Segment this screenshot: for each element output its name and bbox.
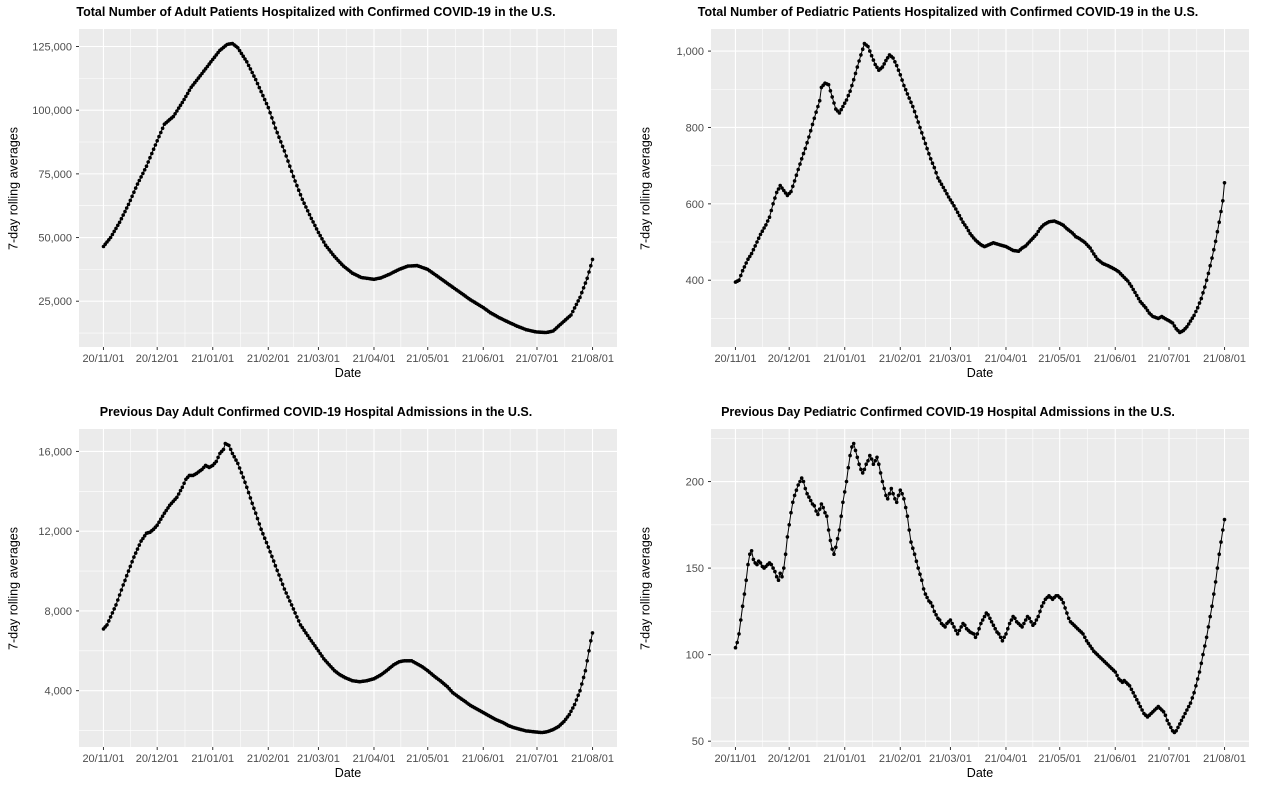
x-tick-label: 21/06/01 bbox=[462, 753, 505, 765]
x-tick-label: 21/02/01 bbox=[247, 353, 290, 365]
chart-title: Total Number of Adult Patients Hospitali… bbox=[76, 5, 556, 19]
x-tick-label: 20/11/01 bbox=[714, 753, 756, 765]
series-points bbox=[733, 41, 1227, 335]
plot-panel: 20/11/01 20/12/01 21/01/01 21/02/01 21/03/01… bbox=[686, 429, 1249, 765]
x-tick-label: 21/03/01 bbox=[297, 753, 340, 765]
plot-panel: 20/11/01 20/12/01 21/01/01 21/02/01 21/03/01… bbox=[32, 29, 617, 365]
x-tick-label: 21/05/01 bbox=[406, 753, 449, 765]
series-points bbox=[101, 41, 595, 335]
x-tick-label: 21/08/01 bbox=[571, 753, 614, 765]
chart-adult-admissions: Previous Day Adult Confirmed COVID-19 Ho… bbox=[0, 400, 632, 799]
chart-title: Previous Day Pediatric Confirmed COVID-1… bbox=[721, 405, 1175, 419]
y-tick-label: 125,000 bbox=[32, 42, 72, 54]
series-points bbox=[733, 441, 1227, 735]
chart-pediatric-admissions: Previous Day Pediatric Confirmed COVID-1… bbox=[632, 400, 1264, 799]
plot-panel: 20/11/01 20/12/01 21/01/01 21/02/01 21/03/01… bbox=[38, 429, 617, 765]
series-line bbox=[735, 442, 1225, 734]
x-tick-label: 21/08/01 bbox=[1203, 753, 1246, 765]
x-tick-label: 21/07/01 bbox=[516, 353, 559, 365]
x-tick-label: 21/04/01 bbox=[353, 353, 396, 365]
x-tick-label: 20/11/01 bbox=[714, 353, 756, 365]
x-axis-label: Date bbox=[966, 766, 994, 780]
y-tick-label: 75,000 bbox=[38, 169, 72, 181]
x-tick-label: 21/01/01 bbox=[823, 353, 866, 365]
y-tick-label: 1,000 bbox=[676, 46, 704, 58]
y-tick-label: 8,000 bbox=[44, 606, 72, 618]
x-tick-label: 21/02/01 bbox=[247, 753, 290, 765]
x-tick-label: 21/04/01 bbox=[985, 353, 1028, 365]
plot-panel: 20/11/01 20/12/01 21/01/01 21/02/01 21/03/01… bbox=[676, 29, 1249, 365]
x-tick-label: 20/11/01 bbox=[82, 753, 124, 765]
y-tick-label: 25,000 bbox=[38, 296, 72, 308]
x-tick-label: 20/12/01 bbox=[768, 353, 811, 365]
x-tick-label: 21/04/01 bbox=[985, 753, 1028, 765]
x-tick-label: 21/02/01 bbox=[879, 353, 922, 365]
x-tick-label: 21/01/01 bbox=[191, 753, 234, 765]
x-tick-label: 21/05/01 bbox=[406, 353, 449, 365]
x-tick-label: 21/04/01 bbox=[353, 753, 396, 765]
x-tick-label: 20/12/01 bbox=[768, 753, 811, 765]
x-tick-label: 21/01/01 bbox=[823, 753, 866, 765]
y-tick-label: 16,000 bbox=[38, 446, 72, 458]
chart-adult-hospitalized-total: Total Number of Adult Patients Hospitali… bbox=[0, 0, 632, 400]
x-tick-label: 21/02/01 bbox=[879, 753, 922, 765]
x-tick-label: 20/12/01 bbox=[136, 353, 179, 365]
x-tick-label: 21/05/01 bbox=[1038, 753, 1081, 765]
y-tick-label: 400 bbox=[686, 275, 704, 287]
chart-pediatric-hospitalized-total: Total Number of Pediatric Patients Hospi… bbox=[632, 0, 1264, 400]
y-tick-label: 800 bbox=[686, 122, 704, 134]
series-points bbox=[101, 441, 595, 735]
x-tick-label: 21/07/01 bbox=[1148, 353, 1191, 365]
x-tick-label: 21/01/01 bbox=[191, 353, 234, 365]
y-tick-label: 600 bbox=[686, 199, 704, 211]
y-tick-label: 200 bbox=[686, 477, 704, 489]
y-tick-label: 50 bbox=[692, 736, 704, 748]
y-tick-label: 100,000 bbox=[32, 105, 72, 117]
x-tick-label: 21/08/01 bbox=[1203, 353, 1246, 365]
y-tick-label: 12,000 bbox=[38, 526, 72, 538]
y-tick-label: 150 bbox=[686, 563, 704, 575]
chart-title: Total Number of Pediatric Patients Hospi… bbox=[697, 5, 1199, 19]
x-tick-label: 21/03/01 bbox=[929, 753, 972, 765]
y-tick-label: 4,000 bbox=[44, 686, 72, 698]
x-axis-label: Date bbox=[334, 366, 362, 380]
y-tick-label: 100 bbox=[686, 650, 704, 662]
x-tick-label: 20/12/01 bbox=[136, 753, 179, 765]
x-tick-label: 21/06/01 bbox=[1094, 753, 1137, 765]
x-axis-label: Date bbox=[334, 766, 362, 780]
x-tick-label: 21/05/01 bbox=[1038, 353, 1081, 365]
x-tick-label: 21/03/01 bbox=[297, 353, 340, 365]
y-tick-label: 50,000 bbox=[38, 233, 72, 245]
x-tick-label: 21/08/01 bbox=[571, 353, 614, 365]
x-tick-label: 21/07/01 bbox=[516, 753, 559, 765]
x-tick-label: 20/11/01 bbox=[82, 353, 124, 365]
x-tick-label: 21/03/01 bbox=[929, 353, 972, 365]
x-tick-label: 21/07/01 bbox=[1148, 753, 1191, 765]
x-axis-label: Date bbox=[966, 366, 994, 380]
x-tick-label: 21/06/01 bbox=[1094, 353, 1137, 365]
x-tick-label: 21/06/01 bbox=[462, 353, 505, 365]
chart-title: Previous Day Adult Confirmed COVID-19 Ho… bbox=[99, 405, 533, 419]
